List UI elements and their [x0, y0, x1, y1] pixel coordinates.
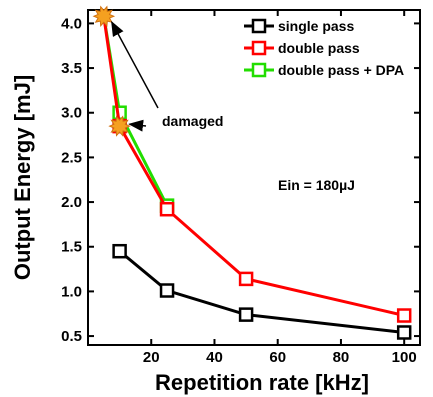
y-tick-label: 1.0 — [61, 283, 82, 300]
axis-ticks: 0.5 1.0 1.5 2.0 2.5 3.0 3.5 4.0 20 40 60 80 100 — [61, 10, 420, 366]
data-point — [112, 243, 127, 259]
damaged-marker — [108, 115, 131, 137]
x-tick-label: 40 — [206, 349, 223, 366]
x-tick-label: 60 — [269, 349, 286, 366]
damaged-arrow-middle — [128, 119, 147, 132]
data-point — [396, 308, 412, 323]
x-axis-title: Repetition rate [kHz] — [155, 370, 369, 395]
annotations: damaged Ein = 180µJ — [111, 20, 355, 193]
damaged-label: damaged — [162, 113, 223, 129]
plot-frame-group — [87, 9, 421, 346]
legend-marker — [251, 62, 267, 78]
damaged-arrow-top — [111, 20, 159, 109]
legend-label: double pass + DPA — [278, 62, 404, 78]
y-axis-title: Output Energy [mJ] — [10, 75, 35, 280]
y-tick-label: 3.0 — [61, 105, 82, 122]
series-line — [118, 250, 405, 334]
y-tick-label: 4.0 — [61, 15, 82, 32]
series-lines — [102, 16, 412, 340]
x-tick-label: 100 — [392, 349, 417, 366]
y-tick-label: 0.5 — [61, 328, 82, 345]
legend: single pass double pass double pass + DPA — [244, 18, 404, 78]
y-tick-label: 3.5 — [61, 60, 82, 77]
data-point — [396, 325, 412, 340]
x-tick-label: 20 — [143, 349, 160, 366]
legend-label: single pass — [278, 18, 354, 34]
plot-frame — [87, 9, 421, 346]
y-tick-label: 2.5 — [61, 149, 82, 166]
legend-marker — [251, 40, 267, 56]
y-tick-label: 1.5 — [61, 239, 82, 256]
data-point — [159, 201, 175, 217]
damaged-marker — [92, 5, 116, 28]
ein-label: Ein = 180µJ — [278, 177, 355, 193]
x-tick-label: 80 — [333, 349, 350, 366]
legend-marker — [251, 18, 267, 34]
damaged-markers — [92, 5, 131, 137]
legend-label: double pass — [278, 40, 360, 56]
data-point — [238, 271, 254, 287]
data-point — [238, 307, 254, 322]
y-tick-label: 2.0 — [61, 194, 82, 211]
data-point — [159, 283, 175, 298]
